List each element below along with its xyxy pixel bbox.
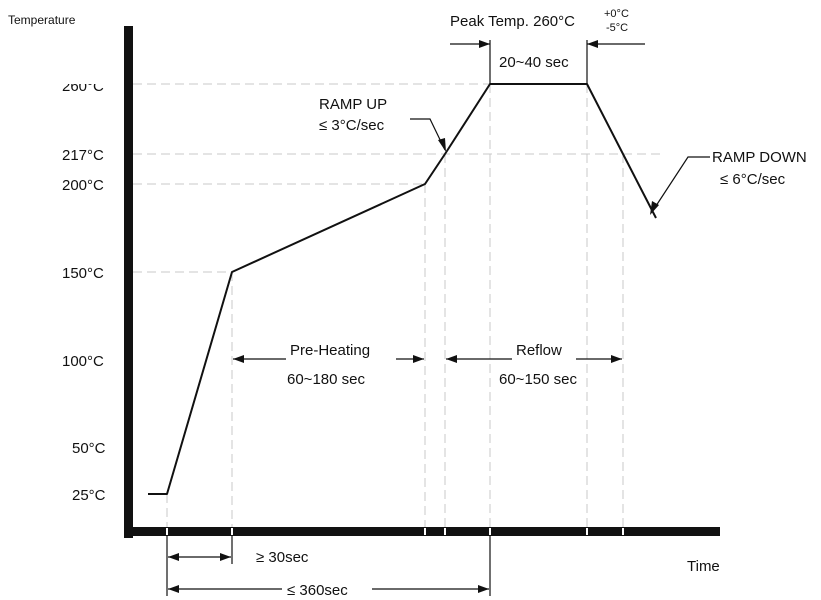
- temperature-profile-line: [148, 83, 657, 495]
- y-tick-label: 100°C: [62, 353, 104, 370]
- reflow-arrowhead-left: [446, 355, 457, 363]
- y-axis-title: Temperature: [8, 13, 76, 27]
- x-axis-title: Time: [687, 558, 720, 575]
- peak-arrowhead-left: [479, 40, 490, 48]
- y-tick-label: 200°C: [62, 177, 104, 194]
- dim-360sec-arrowhead-right: [478, 585, 489, 593]
- dim-30sec-arrowhead-left: [168, 553, 179, 561]
- total-time-label: ≤ 360sec: [287, 582, 348, 599]
- preheat-title: Pre-Heating: [290, 342, 370, 359]
- x-axis: [124, 527, 720, 536]
- reflow-time: 60~150 sec: [499, 371, 577, 388]
- ramp-up-label: RAMP UP: [319, 96, 387, 113]
- preheat-arrowhead-right: [413, 355, 424, 363]
- ramp-up-leader: [410, 118, 446, 151]
- peak-time-label: 20~40 sec: [499, 54, 569, 71]
- peak-tolerance-minus: -5°C: [606, 22, 628, 34]
- reflow-arrowhead-right: [611, 355, 622, 363]
- reflow-label-bg: [512, 344, 576, 362]
- label-crop-mask: [55, 60, 123, 84]
- ramp-up-arrowhead: [438, 138, 446, 152]
- ramp-down-arrowhead: [650, 201, 659, 215]
- preheat-time: 60~180 sec: [287, 371, 365, 388]
- y-tick-label: 217°C: [62, 147, 104, 164]
- dim-360sec-arrowhead-left: [168, 585, 179, 593]
- ramp-down-label: RAMP DOWN: [712, 149, 807, 166]
- total-time-label-bg: [282, 580, 372, 598]
- peak-temp-label: Peak Temp. 260°C: [450, 13, 575, 30]
- ramp-down-leader: [651, 156, 710, 213]
- preheat-label-bg: [286, 344, 396, 362]
- peak-tolerance-plus: +0°C: [604, 8, 629, 20]
- y-tick-label: 25°C: [72, 487, 106, 504]
- reflow-title: Reflow: [516, 342, 562, 359]
- ramp-down-rate: ≤ 6°C/sec: [720, 171, 786, 188]
- y-tick-label: 150°C: [62, 265, 104, 282]
- min-ramp-time-label: ≥ 30sec: [256, 549, 309, 566]
- preheat-arrowhead-left: [233, 355, 244, 363]
- y-axis: [124, 26, 133, 538]
- ramp-up-rate: ≤ 3°C/sec: [319, 117, 385, 134]
- peak-arrowhead-right: [587, 40, 598, 48]
- y-tick-label: 50°C: [72, 440, 106, 457]
- dim-30sec-arrowhead-right: [220, 553, 231, 561]
- x-axis-ticks: [166, 528, 624, 535]
